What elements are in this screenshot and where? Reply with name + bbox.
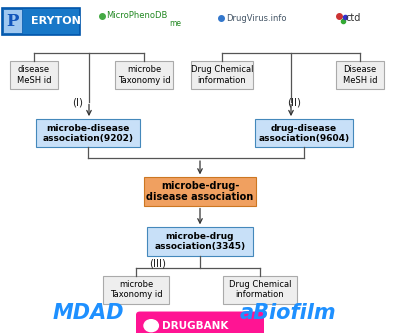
Text: (III): (III) — [150, 259, 166, 269]
FancyBboxPatch shape — [3, 9, 22, 33]
Text: aBiofilm: aBiofilm — [240, 303, 336, 323]
FancyBboxPatch shape — [10, 61, 58, 89]
FancyBboxPatch shape — [223, 276, 297, 304]
Text: Disease
MeSH id: Disease MeSH id — [343, 65, 377, 85]
Text: (II): (II) — [287, 97, 301, 107]
Text: microbe
Taxonomy id: microbe Taxonomy id — [110, 280, 162, 299]
Text: ERYTON: ERYTON — [31, 16, 81, 26]
Text: Drug Chemical
information: Drug Chemical information — [191, 65, 253, 85]
Text: me: me — [169, 19, 181, 28]
Text: drug-disease
association(9604): drug-disease association(9604) — [258, 124, 350, 143]
Text: Drug Chemical
information: Drug Chemical information — [229, 280, 291, 299]
Text: (I): (I) — [72, 97, 84, 107]
Circle shape — [144, 320, 158, 332]
Text: ctd: ctd — [346, 13, 361, 23]
FancyBboxPatch shape — [255, 119, 353, 147]
FancyBboxPatch shape — [147, 227, 253, 256]
FancyBboxPatch shape — [191, 61, 253, 89]
Text: microbe-drug
association(3345): microbe-drug association(3345) — [154, 232, 246, 251]
FancyBboxPatch shape — [115, 61, 173, 89]
FancyBboxPatch shape — [136, 312, 264, 333]
FancyBboxPatch shape — [2, 8, 80, 35]
FancyBboxPatch shape — [336, 61, 384, 89]
Text: DrugVirus.info: DrugVirus.info — [226, 14, 286, 23]
Text: microbe-disease
association(9202): microbe-disease association(9202) — [42, 124, 134, 143]
Text: DRUGBANK: DRUGBANK — [162, 321, 228, 331]
Text: MicroPhenoDB: MicroPhenoDB — [106, 11, 167, 21]
Text: microbe-drug-
disease association: microbe-drug- disease association — [146, 181, 254, 202]
Text: disease
MeSH id: disease MeSH id — [17, 65, 51, 85]
FancyBboxPatch shape — [36, 119, 140, 147]
Text: P: P — [6, 13, 18, 30]
Text: microbe
Taxonomy id: microbe Taxonomy id — [118, 65, 170, 85]
FancyBboxPatch shape — [144, 177, 256, 205]
FancyBboxPatch shape — [103, 276, 169, 304]
Text: MDAD: MDAD — [52, 303, 124, 323]
